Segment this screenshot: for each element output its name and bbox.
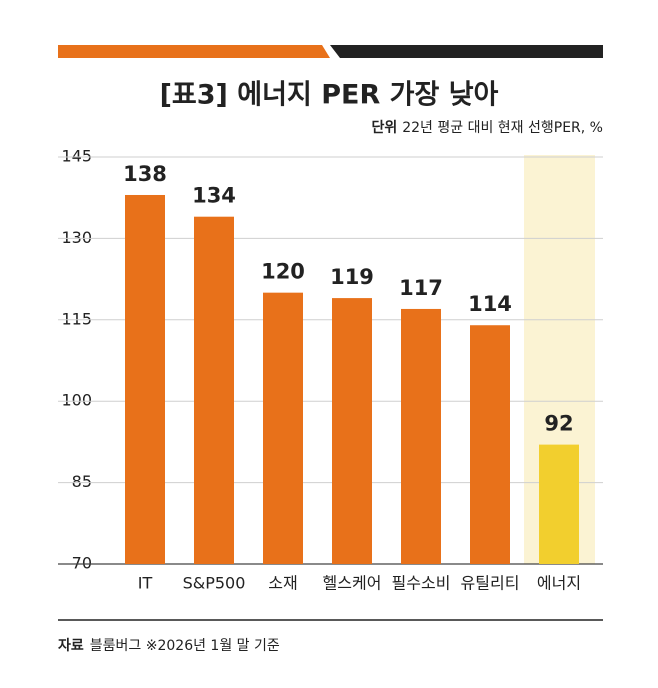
source-note: 자료 블룸버그 ※2026년 1월 말 기준 [58, 638, 280, 654]
x-tick-label: 필수소비 [392, 574, 451, 593]
chart-title: [표3] 에너지 PER 가장 낮아 [160, 80, 499, 111]
top-bar-orange [58, 45, 330, 58]
x-tick-label: 유틸리티 [461, 574, 520, 593]
x-tick-label: 헬스케어 [323, 574, 382, 593]
y-tick-label: 130 [61, 228, 92, 247]
value-label: 138 [123, 162, 167, 186]
unit-text: 22년 평균 대비 현재 선행PER, % [402, 120, 603, 136]
unit-note: 단위 22년 평균 대비 현재 선행PER, % [371, 119, 603, 136]
bar [125, 194, 165, 564]
bar [401, 308, 441, 564]
bar [470, 325, 510, 564]
y-tick-label: 100 [61, 391, 92, 410]
bar [263, 292, 303, 564]
unit-label: 단위 [371, 119, 397, 136]
bar [539, 444, 579, 564]
value-label: 92 [544, 412, 573, 436]
bar [332, 298, 372, 564]
x-tick-label: IT [138, 574, 153, 593]
x-tick-label: S&P500 [183, 574, 246, 593]
y-tick-label: 145 [61, 147, 92, 166]
top-bar-dark [330, 45, 603, 58]
source-label: 자료 [58, 638, 84, 654]
value-label: 134 [192, 184, 236, 208]
value-label: 119 [330, 265, 374, 289]
x-tick-label: 에너지 [537, 574, 581, 593]
plot: 70 85 100 115 130 145 138 IT 134 S&P500 120 소재 119 헬스… [58, 147, 603, 593]
source-text: 블룸버그 ※2026년 1월 말 기준 [90, 638, 280, 654]
y-tick-label: 115 [61, 309, 92, 328]
value-label: 120 [261, 260, 305, 284]
value-label: 117 [399, 276, 443, 300]
y-tick-label: 85 [72, 472, 92, 491]
bar [194, 216, 234, 564]
value-label: 114 [468, 292, 512, 316]
x-tick-label: 소재 [268, 574, 297, 593]
y-tick-label: 70 [72, 554, 92, 573]
